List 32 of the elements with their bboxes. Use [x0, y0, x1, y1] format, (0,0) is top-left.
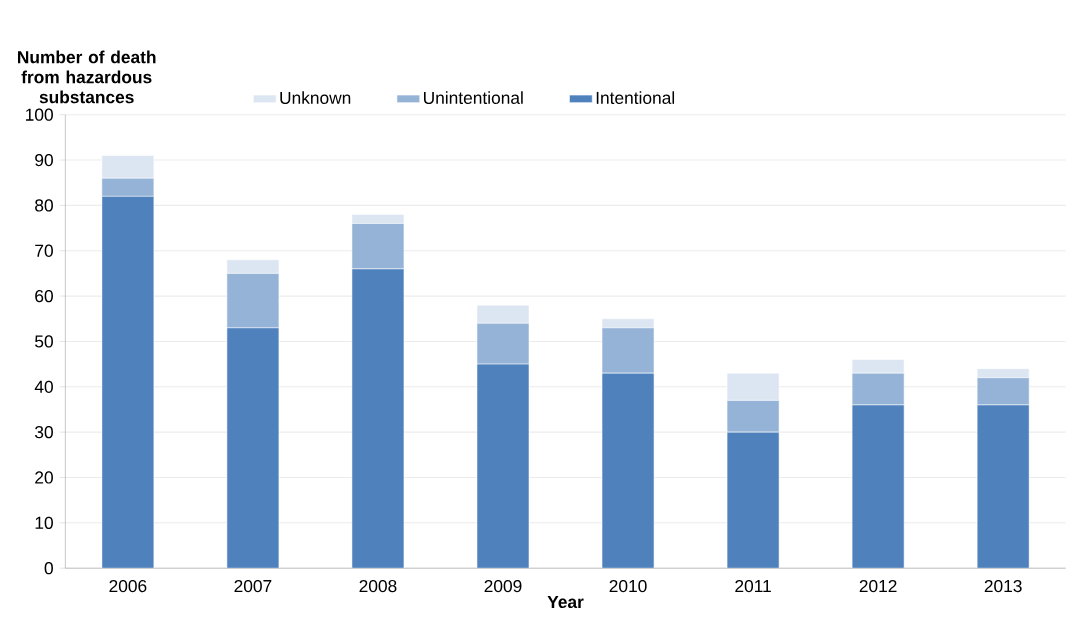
y-tick-label: 20	[35, 471, 53, 484]
x-tick-label: 2011	[735, 579, 771, 593]
bar	[601, 372, 655, 569]
bar	[976, 404, 1030, 569]
y-tick-label: 50	[35, 335, 53, 348]
bar	[476, 363, 530, 569]
y-tick-label: 60	[35, 290, 53, 303]
x-axis-title: Year	[547, 596, 584, 609]
legend-label: Intentional	[596, 91, 675, 105]
bar	[226, 327, 280, 569]
y-tick-label: 10	[35, 516, 53, 530]
legend-label: Unknown	[280, 91, 351, 105]
x-tick-label: 2009	[484, 579, 522, 593]
x-tick-label: 2006	[109, 579, 147, 593]
x-tick-label: 2007	[234, 579, 272, 593]
bar	[351, 268, 405, 569]
bar	[101, 196, 155, 569]
legend-label: Unintentional	[424, 91, 523, 105]
x-tick-label: 2013	[984, 579, 1022, 593]
x-tick-label: 2008	[359, 579, 397, 593]
bar	[851, 404, 905, 569]
y-tick-label: 0	[44, 562, 53, 575]
y-tick-label: 30	[35, 426, 53, 439]
x-tick-label: 2012	[859, 579, 897, 593]
y-axis-title: Number of death from hazardous substances	[18, 50, 156, 104]
y-tick-label: 70	[35, 244, 53, 257]
y-tick-label: 100	[26, 108, 53, 121]
y-tick-label: 80	[35, 199, 53, 212]
bar	[726, 431, 780, 569]
x-tick-label: 2010	[609, 579, 647, 593]
y-tick-label: 90	[35, 153, 53, 167]
y-tick-label: 40	[34, 380, 53, 393]
